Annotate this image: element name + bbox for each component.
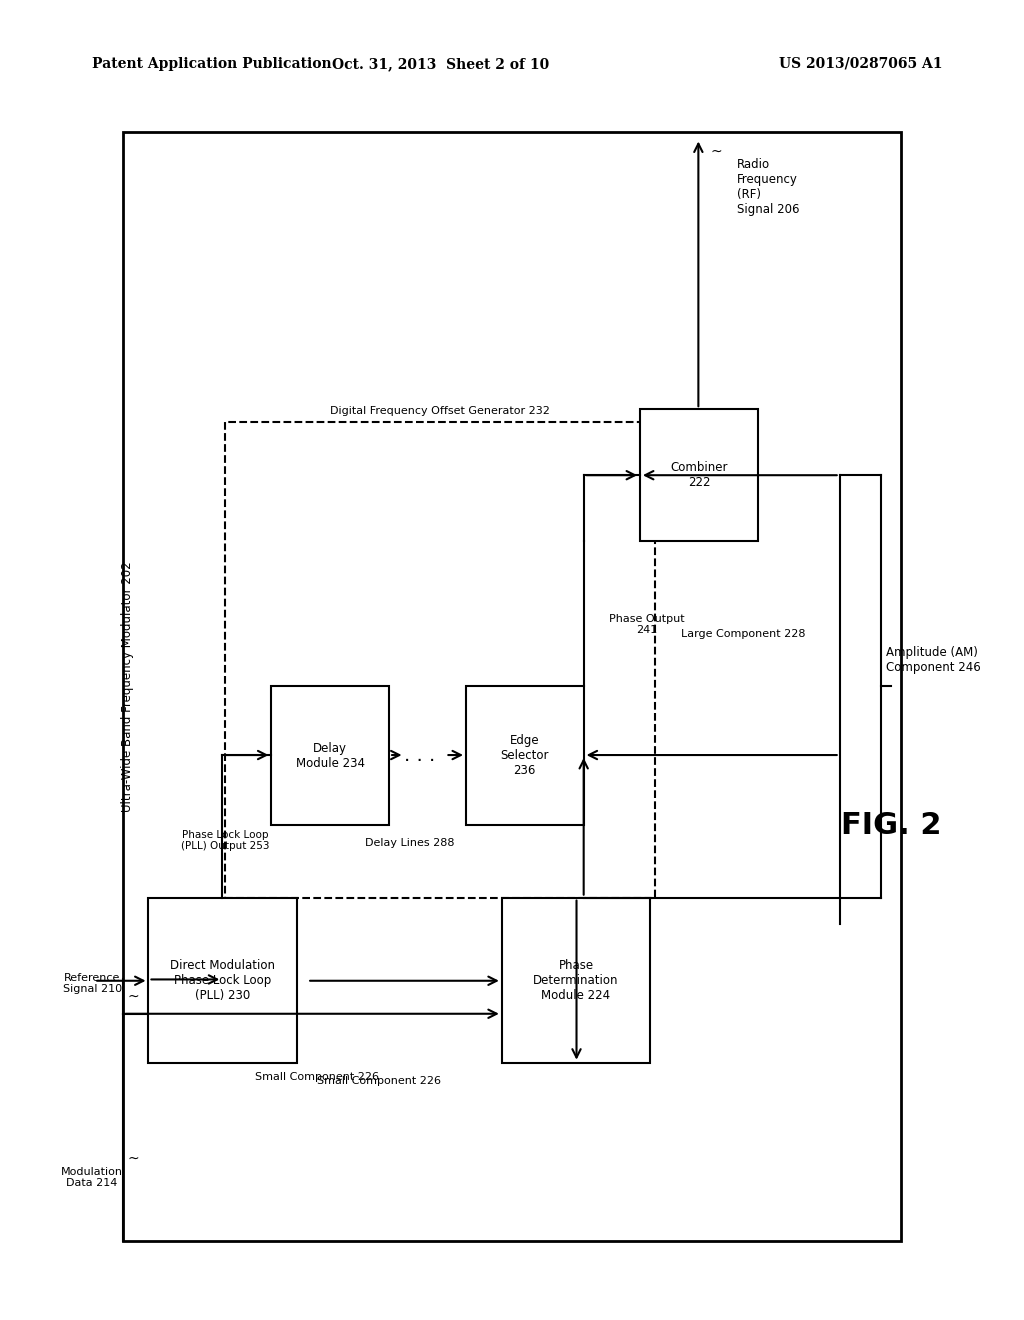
Text: Large Component 228: Large Component 228: [681, 628, 806, 639]
FancyBboxPatch shape: [148, 898, 297, 1063]
FancyBboxPatch shape: [271, 686, 389, 825]
Text: Direct Modulation
Phase Lock Loop
(PLL) 230: Direct Modulation Phase Lock Loop (PLL) …: [170, 958, 275, 1002]
Text: Reference
Signal 210: Reference Signal 210: [62, 973, 122, 994]
FancyBboxPatch shape: [640, 409, 758, 541]
Text: Phase Lock Loop
(PLL) Output 253: Phase Lock Loop (PLL) Output 253: [181, 830, 269, 851]
Text: Ultra-Wide Band Frequency Modulator 202: Ultra-Wide Band Frequency Modulator 202: [122, 561, 134, 812]
Text: Digital Frequency Offset Generator 232: Digital Frequency Offset Generator 232: [331, 405, 550, 416]
Text: ~: ~: [711, 145, 723, 158]
Text: ~: ~: [127, 990, 139, 1003]
Text: . . .: . . .: [404, 746, 435, 764]
FancyBboxPatch shape: [123, 132, 901, 1241]
Text: US 2013/0287065 A1: US 2013/0287065 A1: [778, 57, 942, 71]
FancyBboxPatch shape: [466, 686, 584, 825]
Text: Edge
Selector
236: Edge Selector 236: [501, 734, 549, 777]
Text: Delay
Module 234: Delay Module 234: [296, 742, 365, 770]
Text: Phase Output
241: Phase Output 241: [609, 614, 685, 635]
Text: Radio
Frequency
(RF)
Signal 206: Radio Frequency (RF) Signal 206: [737, 158, 800, 216]
Text: Oct. 31, 2013  Sheet 2 of 10: Oct. 31, 2013 Sheet 2 of 10: [332, 57, 549, 71]
Text: Patent Application Publication: Patent Application Publication: [92, 57, 332, 71]
Text: Delay Lines 288: Delay Lines 288: [365, 838, 455, 849]
Text: Combiner
222: Combiner 222: [670, 461, 728, 490]
FancyBboxPatch shape: [225, 422, 655, 898]
Text: FIG. 2: FIG. 2: [841, 810, 941, 840]
Text: Phase
Determination
Module 224: Phase Determination Module 224: [534, 958, 618, 1002]
Text: Small Component 226: Small Component 226: [316, 1076, 441, 1086]
FancyBboxPatch shape: [502, 898, 650, 1063]
Text: Modulation
Data 214: Modulation Data 214: [61, 1167, 123, 1188]
Text: Amplitude (AM)
Component 246: Amplitude (AM) Component 246: [886, 645, 981, 675]
Text: ~: ~: [127, 1152, 139, 1166]
Text: Small Component 226: Small Component 226: [255, 1072, 380, 1082]
